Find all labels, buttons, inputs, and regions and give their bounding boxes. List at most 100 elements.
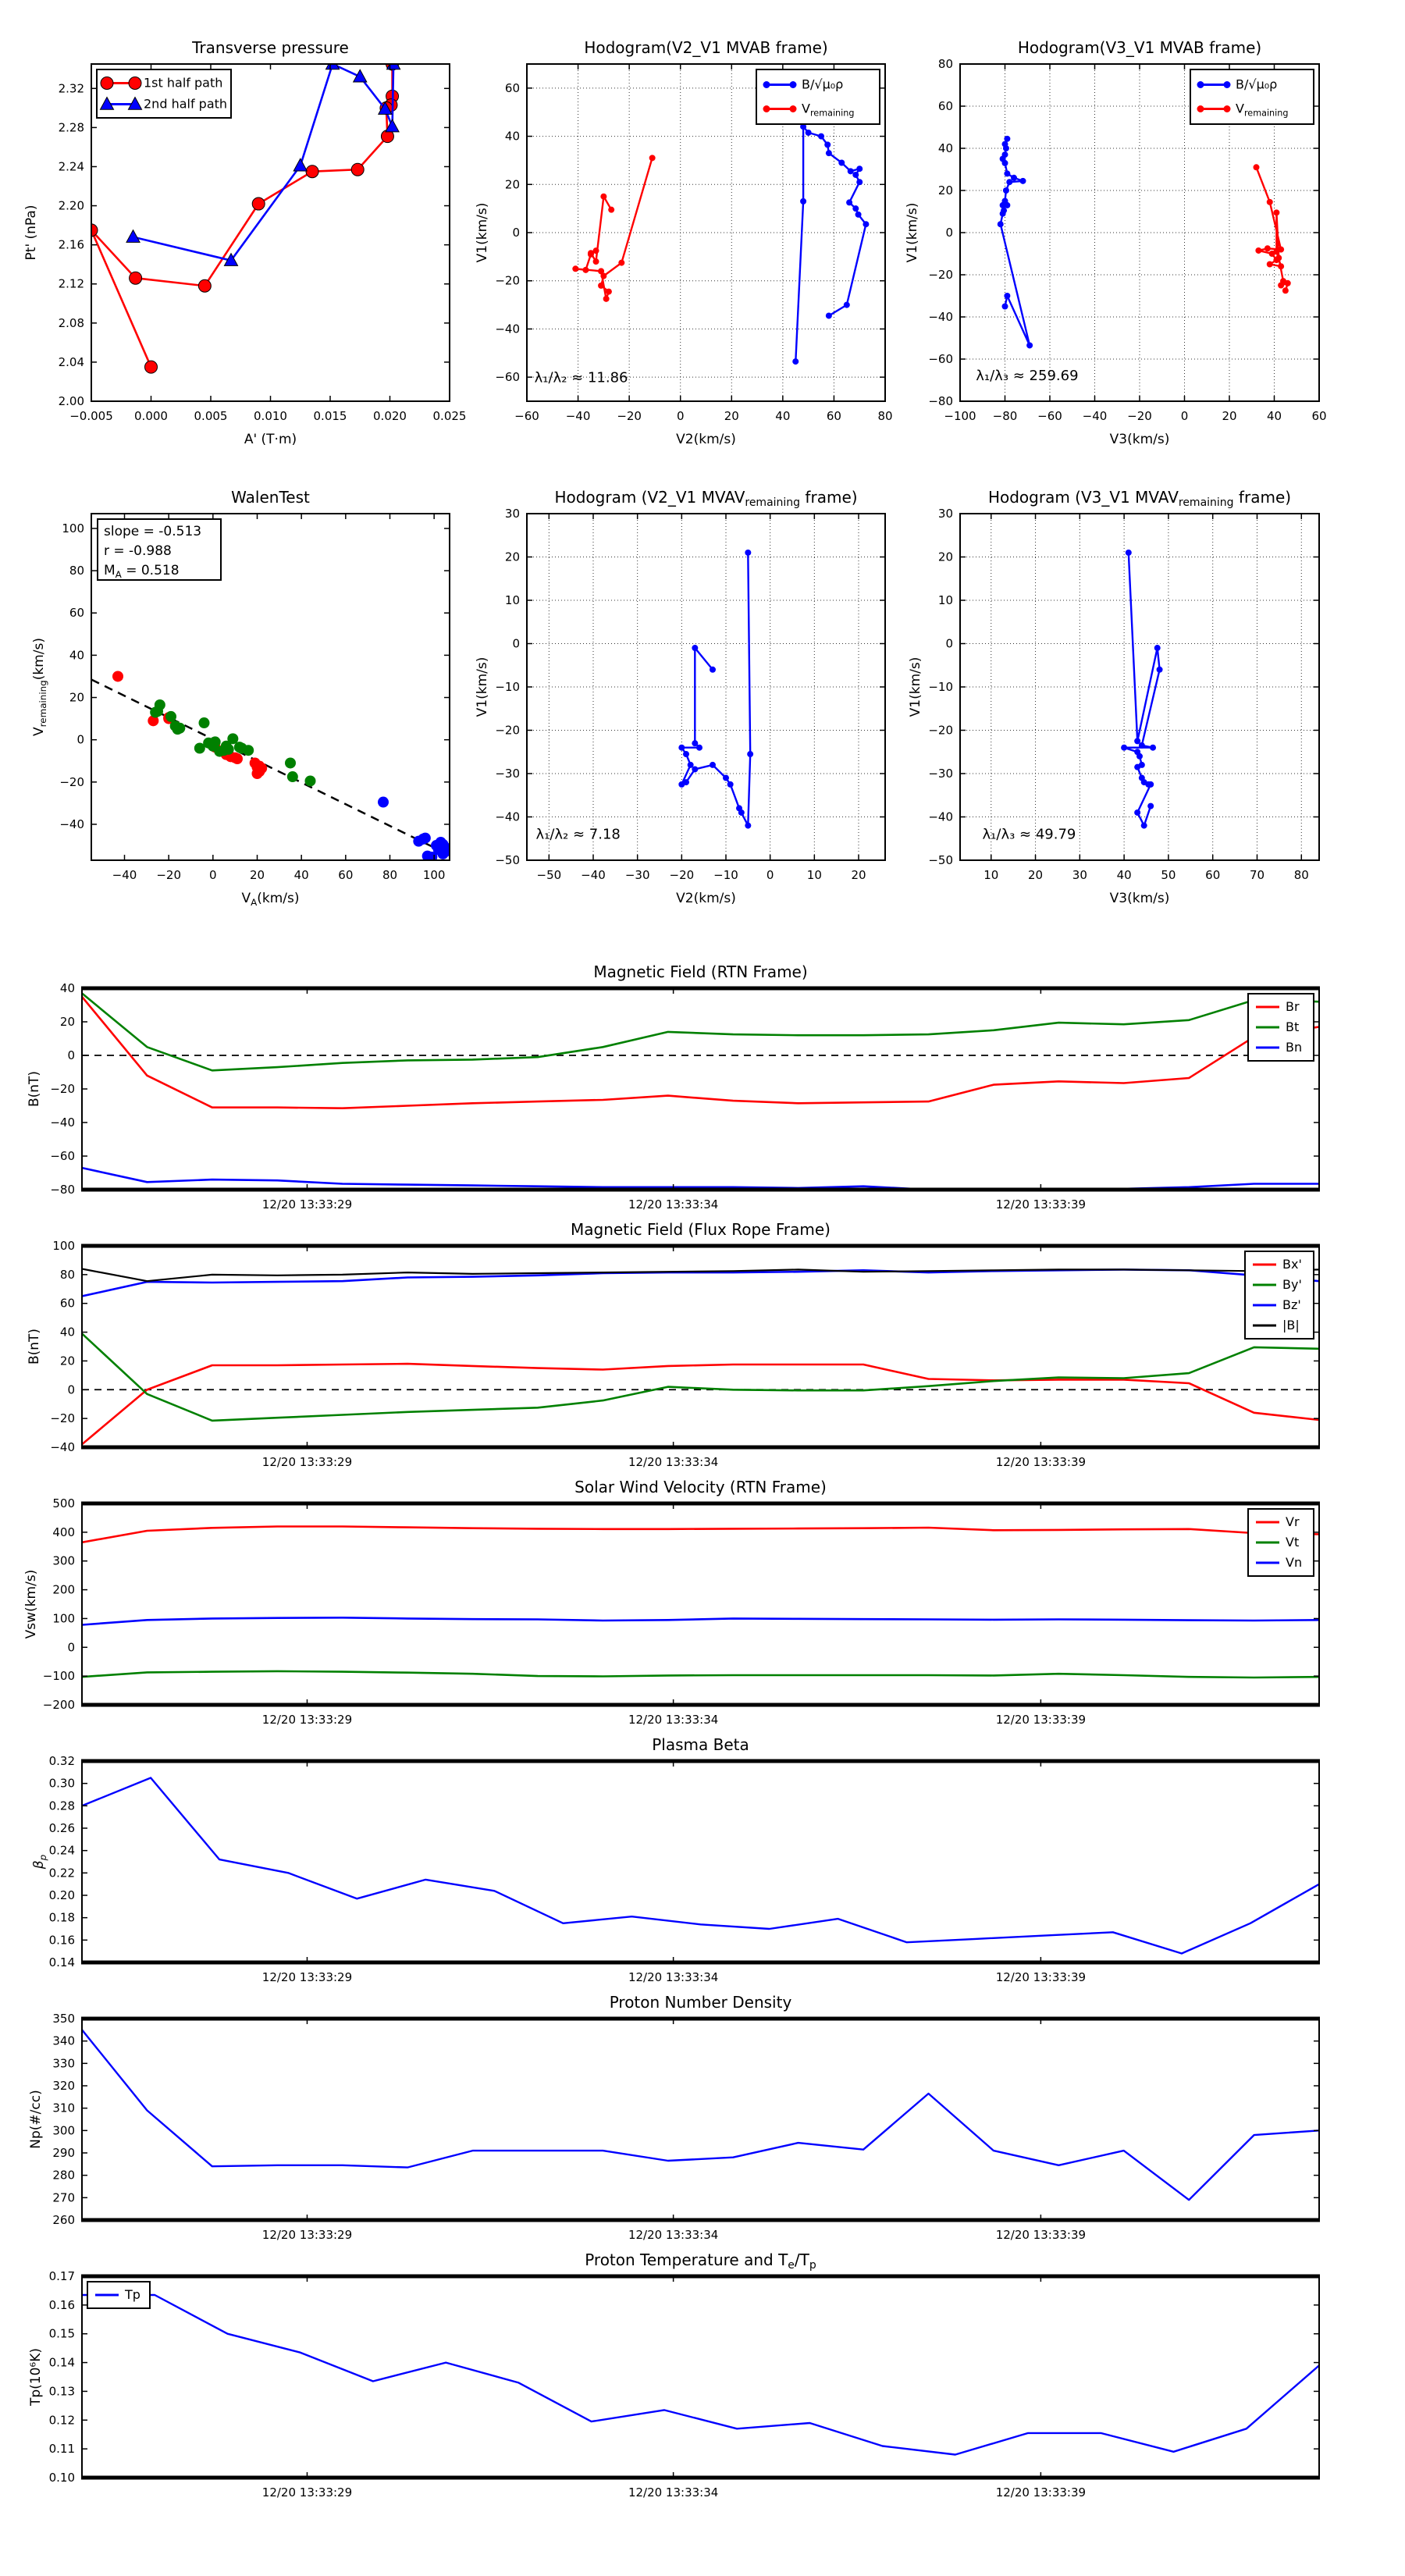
svg-text:2.04: 2.04 bbox=[59, 355, 84, 369]
proton-temperature-canvas: 12/20 13:33:29 12/20 13:33:34 12/20 13:33:… bbox=[28, 2250, 1320, 2500]
svg-text:12/20 13:33:29: 12/20 13:33:29 bbox=[262, 1970, 352, 1984]
svg-text:60: 60 bbox=[505, 81, 520, 95]
svg-text:0.22: 0.22 bbox=[49, 1866, 75, 1880]
svg-text:20: 20 bbox=[60, 1354, 75, 1368]
svg-text:300: 300 bbox=[52, 1554, 75, 1568]
svg-text:−30: −30 bbox=[625, 868, 650, 882]
plot-hodogram-v2v1-mvab: −60 −40 −20 0 20 40 60 80 −60 −40 −20 0 20 40 60 Hodogr… bbox=[468, 17, 904, 458]
svg-text:By': By' bbox=[1282, 1277, 1302, 1292]
svg-text:Plasma Beta: Plasma Beta bbox=[652, 1735, 749, 1754]
svg-text:−40: −40 bbox=[59, 817, 84, 831]
svg-text:2.12: 2.12 bbox=[59, 277, 84, 291]
svg-text:−20: −20 bbox=[670, 868, 695, 882]
svg-text:0.26: 0.26 bbox=[49, 1821, 75, 1835]
svg-text:40: 40 bbox=[938, 141, 953, 155]
svg-text:0.28: 0.28 bbox=[49, 1799, 75, 1813]
svg-text:80: 80 bbox=[877, 409, 892, 423]
svg-text:V1(km/s): V1(km/s) bbox=[908, 657, 923, 717]
svg-text:A' (T·m): A' (T·m) bbox=[244, 432, 297, 447]
svg-text:Vt: Vt bbox=[1286, 1535, 1299, 1550]
svg-text:10: 10 bbox=[938, 593, 953, 607]
svg-text:−20: −20 bbox=[50, 1082, 75, 1096]
plasma-beta-canvas: 12/20 13:33:29 12/20 13:33:34 12/20 13:33:… bbox=[31, 1735, 1320, 1984]
svg-text:0: 0 bbox=[677, 409, 685, 423]
svg-text:Br: Br bbox=[1286, 999, 1300, 1014]
svg-text:−60: −60 bbox=[1037, 409, 1062, 423]
svg-text:330: 330 bbox=[52, 2056, 75, 2070]
svg-text:−40: −40 bbox=[495, 322, 520, 336]
svg-text:0.24: 0.24 bbox=[49, 1844, 75, 1858]
svg-text:12/20 13:33:39: 12/20 13:33:39 bbox=[996, 1970, 1086, 1984]
svg-text:−20: −20 bbox=[50, 1411, 75, 1425]
svg-text:0.32: 0.32 bbox=[49, 1754, 75, 1768]
svg-text:−20: −20 bbox=[495, 274, 520, 288]
svg-text:20: 20 bbox=[851, 868, 866, 882]
svg-text:0: 0 bbox=[767, 868, 774, 882]
svg-text:0.13: 0.13 bbox=[49, 2384, 75, 2398]
svg-text:12/20 13:33:39: 12/20 13:33:39 bbox=[996, 1197, 1086, 1212]
svg-text:−10: −10 bbox=[713, 868, 738, 882]
svg-text:20: 20 bbox=[505, 177, 520, 191]
svg-text:100: 100 bbox=[52, 1239, 75, 1253]
svg-text:260: 260 bbox=[52, 2213, 75, 2227]
svg-text:−20: −20 bbox=[928, 268, 953, 282]
hodogram-v2v1-mvab-canvas: −60 −40 −20 0 20 40 60 80 −60 −40 −20 0 20 40 60 Hodogr… bbox=[475, 38, 893, 447]
svg-text:30: 30 bbox=[505, 507, 520, 521]
svg-text:V1(km/s): V1(km/s) bbox=[905, 203, 920, 263]
svg-text:310: 310 bbox=[52, 2101, 75, 2115]
svg-text:VA(km/s): VA(km/s) bbox=[241, 891, 299, 908]
svg-text:60: 60 bbox=[827, 409, 841, 423]
svg-text:0.17: 0.17 bbox=[49, 2269, 75, 2283]
svg-text:40: 40 bbox=[294, 868, 309, 882]
panel-plasma-beta: 12/20 13:33:29 12/20 13:33:34 12/20 13:33:… bbox=[16, 1731, 1374, 1989]
walen-test-canvas: −40 −20 0 20 40 60 80 100 −40 −20 0 20 40 60 80 100 Wale… bbox=[31, 488, 450, 908]
svg-text:2.16: 2.16 bbox=[59, 238, 84, 252]
svg-text:λ₁/λ₂ ≈ 7.18: λ₁/λ₂ ≈ 7.18 bbox=[535, 826, 620, 842]
svg-text:−20: −20 bbox=[1127, 409, 1152, 423]
svg-text:12/20 13:33:34: 12/20 13:33:34 bbox=[628, 1970, 718, 1984]
svg-text:0.020: 0.020 bbox=[373, 409, 407, 423]
svg-text:0: 0 bbox=[945, 637, 953, 651]
plot-walen-test: −40 −20 0 20 40 60 80 100 −40 −20 0 20 40 60 80 100 Wale… bbox=[16, 462, 468, 915]
svg-text:Bt: Bt bbox=[1286, 1019, 1299, 1034]
svg-text:10: 10 bbox=[505, 593, 520, 607]
svg-text:−100: −100 bbox=[944, 409, 976, 423]
svg-text:Proton Temperature and Te/Tp: Proton Temperature and Te/Tp bbox=[585, 2250, 816, 2272]
svg-text:Solar Wind Velocity (RTN Frame: Solar Wind Velocity (RTN Frame) bbox=[574, 1478, 827, 1496]
svg-text:12/20 13:33:39: 12/20 13:33:39 bbox=[996, 1455, 1086, 1469]
svg-text:Proton Number Density: Proton Number Density bbox=[610, 1993, 792, 2012]
svg-text:200: 200 bbox=[52, 1583, 75, 1597]
svg-text:0: 0 bbox=[512, 226, 520, 240]
svg-text:0.30: 0.30 bbox=[49, 1777, 75, 1791]
svg-text:−200: −200 bbox=[43, 1698, 75, 1712]
svg-text:500: 500 bbox=[52, 1496, 75, 1510]
svg-text:−60: −60 bbox=[50, 1149, 75, 1163]
svg-text:V3(km/s): V3(km/s) bbox=[1110, 891, 1170, 906]
svg-text:Vremaining: Vremaining bbox=[1236, 101, 1288, 119]
svg-text:−40: −40 bbox=[50, 1115, 75, 1130]
svg-text:B(nT): B(nT) bbox=[27, 1071, 42, 1107]
svg-text:0.14: 0.14 bbox=[49, 2356, 75, 2370]
svg-text:−80: −80 bbox=[993, 409, 1018, 423]
panel-proton-number-density: 12/20 13:33:29 12/20 13:33:34 12/20 13:33:… bbox=[16, 1989, 1374, 2247]
svg-text:20: 20 bbox=[1222, 409, 1236, 423]
svg-text:−20: −20 bbox=[59, 775, 84, 789]
svg-text:12/20 13:33:34: 12/20 13:33:34 bbox=[628, 1713, 718, 1727]
panel-magnetic-field-flux-rope: 12/20 13:33:29 12/20 13:33:34 12/20 13:33:… bbox=[16, 1216, 1374, 1474]
svg-text:60: 60 bbox=[60, 1297, 75, 1311]
svg-text:20: 20 bbox=[250, 868, 265, 882]
svg-text:−60: −60 bbox=[928, 352, 953, 366]
plot-hodogram-v3v1-mvav: 10 20 30 40 50 60 70 80 −50 −40 −30 −20 −10 0 10 20 30 Ho… bbox=[904, 462, 1341, 915]
svg-text:−40: −40 bbox=[928, 810, 953, 824]
svg-text:20: 20 bbox=[724, 409, 739, 423]
svg-text:−40: −40 bbox=[1083, 409, 1108, 423]
svg-text:0.010: 0.010 bbox=[254, 409, 287, 423]
svg-text:80: 80 bbox=[69, 564, 84, 578]
svg-text:40: 40 bbox=[1267, 409, 1282, 423]
hodogram-v3v1-mvab-canvas: −100 −80 −60 −40 −20 0 20 40 60−80−60−40−2002040… bbox=[905, 38, 1327, 447]
svg-text:Hodogram (V3_V1 MVAVremaining: Hodogram (V3_V1 MVAVremaining frame) bbox=[988, 488, 1291, 509]
svg-text:1st half path: 1st half path bbox=[144, 76, 222, 91]
svg-text:12/20 13:33:29: 12/20 13:33:29 bbox=[262, 2485, 352, 2500]
svg-text:Bn: Bn bbox=[1286, 1040, 1302, 1055]
svg-text:40: 40 bbox=[69, 648, 84, 662]
